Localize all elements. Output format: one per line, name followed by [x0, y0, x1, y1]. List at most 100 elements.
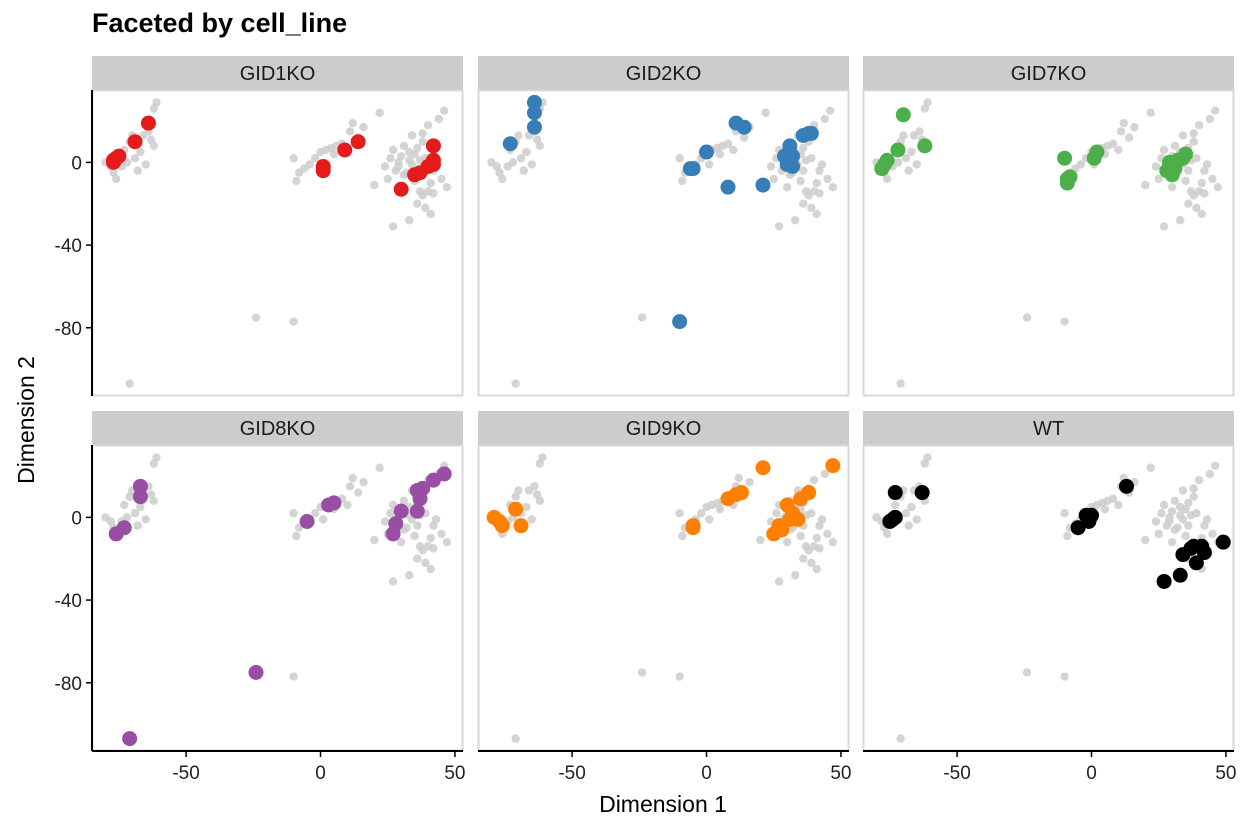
facet-strip-label: GID9KO: [626, 418, 702, 440]
background-point: [1167, 182, 1177, 192]
facet-strip-label: GID2KO: [626, 63, 702, 85]
data-point-gid1ko: [315, 163, 331, 179]
background-point: [799, 166, 808, 175]
background-point: [292, 176, 301, 186]
y-axis-label: Dimension 2: [13, 356, 39, 484]
background-point: [796, 531, 805, 541]
data-point-wt: [1196, 545, 1212, 561]
background-point: [907, 147, 916, 157]
background-point: [817, 515, 827, 524]
background-point: [809, 475, 819, 485]
background-point: [745, 478, 754, 487]
background-point: [345, 127, 355, 136]
background-point: [370, 180, 379, 190]
data-point-gid7ko: [1089, 144, 1105, 160]
background-point: [715, 504, 725, 514]
background-point: [1154, 174, 1163, 184]
background-point: [136, 147, 145, 157]
background-point: [901, 509, 911, 518]
data-point-wt: [887, 509, 903, 525]
background-point: [133, 166, 142, 175]
background-point: [1202, 515, 1212, 524]
background-point: [130, 154, 140, 163]
background-point: [437, 529, 446, 539]
x-tick-label: 0: [315, 763, 326, 784]
background-point: [1178, 486, 1188, 495]
background-point: [426, 533, 435, 543]
background-point: [1194, 120, 1204, 130]
background-point: [675, 672, 684, 681]
background-point: [125, 379, 134, 388]
data-point-gid2ko: [526, 94, 542, 110]
background-point: [1151, 517, 1161, 526]
facet-strip: [478, 411, 849, 445]
background-point: [535, 496, 545, 506]
background-point: [1100, 504, 1110, 514]
background-point: [799, 199, 808, 208]
background-point: [348, 473, 357, 483]
x-tick-label: 0: [1086, 763, 1097, 784]
background-point: [423, 120, 433, 130]
background-point: [896, 379, 905, 388]
background-point: [289, 672, 298, 681]
data-point-wt: [1188, 555, 1204, 571]
background-point: [437, 174, 446, 184]
background-point: [799, 554, 808, 563]
y-tick-label: 0: [71, 153, 82, 174]
background-point: [251, 313, 261, 322]
background-point: [388, 145, 398, 155]
background-point: [421, 203, 430, 213]
background-point: [782, 182, 792, 192]
background-point: [823, 174, 832, 184]
data-point-gid9ko: [513, 518, 529, 534]
background-point: [375, 463, 384, 472]
facet-strip: [478, 56, 849, 90]
data-point-gid7ko: [917, 138, 933, 154]
background-point: [418, 129, 427, 138]
data-point-wt: [1172, 567, 1188, 583]
background-point: [319, 515, 328, 524]
background-point: [796, 176, 805, 186]
x-tick-label: 50: [830, 763, 851, 784]
background-point: [394, 162, 403, 171]
background-point: [310, 154, 320, 163]
background-point: [882, 529, 892, 539]
background-point: [413, 521, 422, 530]
background-point: [1189, 484, 1198, 493]
data-point-gid1ko: [127, 134, 143, 150]
data-point-gid9ko: [733, 485, 749, 501]
background-point: [1022, 313, 1032, 322]
data-point-gid1ko: [350, 134, 366, 150]
background-point: [407, 160, 417, 169]
background-point: [120, 500, 129, 510]
data-point-gid8ko: [122, 731, 138, 747]
background-point: [380, 517, 390, 526]
background-point: [289, 317, 298, 326]
background-point: [431, 515, 441, 524]
data-point-gid2ko: [720, 179, 736, 195]
background-point: [429, 544, 438, 553]
x-axis-label: Dimension 1: [599, 791, 727, 817]
background-point: [421, 558, 430, 568]
facet-panel-border: [477, 89, 850, 397]
x-tick-label: -50: [172, 763, 199, 784]
background-point: [405, 147, 414, 157]
background-point: [1205, 114, 1215, 124]
background-point: [1194, 475, 1204, 485]
background-point: [519, 166, 528, 175]
data-point-gid7ko: [890, 142, 906, 158]
background-point: [729, 145, 738, 155]
background-point: [820, 114, 830, 124]
background-point: [904, 521, 913, 530]
background-point: [149, 141, 159, 151]
background-point: [761, 108, 770, 117]
background-point: [1184, 166, 1193, 175]
background-point: [152, 453, 161, 462]
y-tick-label: -40: [55, 591, 82, 612]
data-point-gid2ko: [699, 144, 715, 160]
data-point-gid2ko: [672, 314, 688, 330]
facet-panel-gid8ko: GID8KO: [91, 411, 464, 752]
background-point: [405, 571, 414, 580]
background-point: [1170, 496, 1180, 506]
x-tick-label: 50: [1215, 763, 1236, 784]
